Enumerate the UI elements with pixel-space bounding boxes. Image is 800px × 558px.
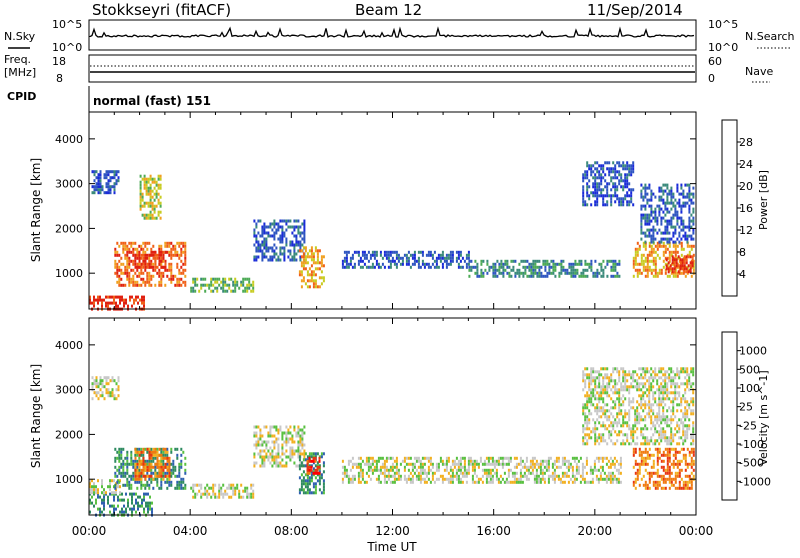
power-cbar-tick-2: 12 <box>739 224 753 237</box>
noise-left-tick-top: 10^5 <box>52 18 82 31</box>
power-region-12 <box>582 161 634 206</box>
power-region-3 <box>92 170 120 194</box>
power-region-4 <box>140 175 162 220</box>
noise-right-tick-top: 10^5 <box>708 18 738 31</box>
power-region-0 <box>89 296 145 311</box>
velocity-ytick-2: 3000 <box>55 384 83 397</box>
power-cbar-tick-6: 28 <box>739 136 753 149</box>
power-region-8 <box>342 251 470 269</box>
velocity-region-8 <box>307 457 321 475</box>
vel-cbar-tick-3: 25 <box>739 401 753 414</box>
velocity-region-3 <box>135 448 171 481</box>
x-axis-label: Time UT <box>366 540 417 554</box>
x-tick-4: 16:00 <box>476 524 511 538</box>
noise-left-label: N.Sky <box>4 30 36 43</box>
x-tick-0: 00:00 <box>72 524 107 538</box>
velocity-colorbar-label: Velocity [m s^-1] <box>757 370 770 465</box>
noise-right-tick-bottom: 10^0 <box>708 41 738 54</box>
freq-right-tick-bottom: 0 <box>708 72 715 85</box>
vel-cbar-tick-4: -25 <box>739 419 757 432</box>
power-region-7 <box>299 246 325 288</box>
power-cbar-tick-1: 8 <box>739 246 746 259</box>
noise-trace <box>90 28 694 37</box>
freq-left-tick-bottom: 8 <box>56 72 63 85</box>
velocity-region-7 <box>299 452 325 494</box>
noise-left-tick-bottom: 10^0 <box>52 41 82 54</box>
velocity-region-0 <box>89 493 153 517</box>
station-title: Stokkseyri (fitACF) <box>92 1 231 19</box>
x-tick-1: 04:00 <box>173 524 208 538</box>
date-label: 11/Sep/2014 <box>587 1 683 19</box>
power-region-6 <box>253 220 305 262</box>
velocity-region-9 <box>342 457 622 484</box>
cpid-mode: normal (fast) 151 <box>93 94 211 108</box>
power-cbar-tick-5: 24 <box>739 158 753 171</box>
freq-panel-frame <box>89 55 696 82</box>
power-region-13 <box>640 184 694 244</box>
velocity-ytick-3: 4000 <box>55 339 83 352</box>
power-colorbar-label: Power [dB] <box>757 170 770 230</box>
velocity-heatmap <box>89 367 695 516</box>
velocity-region-11 <box>582 367 694 445</box>
power-ytick-2: 3000 <box>55 178 83 191</box>
x-tick-6: 00:00 <box>679 524 714 538</box>
x-tick-5: 20:00 <box>578 524 613 538</box>
power-ytick-1: 2000 <box>55 222 83 235</box>
power-cbar-tick-0: 4 <box>739 268 746 281</box>
noise-right-label: N.Search <box>745 30 795 43</box>
x-tick-2: 08:00 <box>274 524 309 538</box>
power-cbar-tick-4: 20 <box>739 180 753 193</box>
velocity-region-6 <box>253 426 305 468</box>
power-colorbar: 4 8 12 16 20 24 28 <box>722 120 753 296</box>
velocity-ylabel: Slant Range [km] <box>29 364 43 468</box>
freq-left-tick-top: 18 <box>52 55 66 68</box>
power-cbar-tick-3: 16 <box>739 202 753 215</box>
velocity-region-10 <box>633 448 695 490</box>
velocity-ytick-1: 2000 <box>55 428 83 441</box>
velocity-ytick-0: 1000 <box>55 473 83 486</box>
power-ylabel: Slant Range [km] <box>29 158 43 262</box>
freq-unit-label: [MHz] <box>4 66 36 79</box>
velocity-region-4 <box>92 376 120 400</box>
freq-label: Freq. <box>4 53 31 66</box>
vel-cbar-tick-7: -1000 <box>739 475 771 488</box>
x-tick-3: 12:00 <box>375 524 410 538</box>
power-heatmap <box>89 161 695 310</box>
power-ytick-3: 4000 <box>55 133 83 146</box>
power-ytick-0: 1000 <box>55 267 83 280</box>
x-axis-ticks: 00:00 04:00 08:00 12:00 16:00 20:00 00:00 <box>72 524 714 538</box>
velocity-region-5 <box>190 484 254 499</box>
beam-label: Beam 12 <box>355 1 422 19</box>
cpid-label: CPID <box>7 90 36 103</box>
nave-label: Nave <box>745 65 773 78</box>
freq-right-tick-top: 60 <box>708 55 722 68</box>
vel-cbar-tick-0: 1000 <box>739 345 767 358</box>
power-region-9 <box>468 260 620 278</box>
power-region-5 <box>190 278 254 293</box>
